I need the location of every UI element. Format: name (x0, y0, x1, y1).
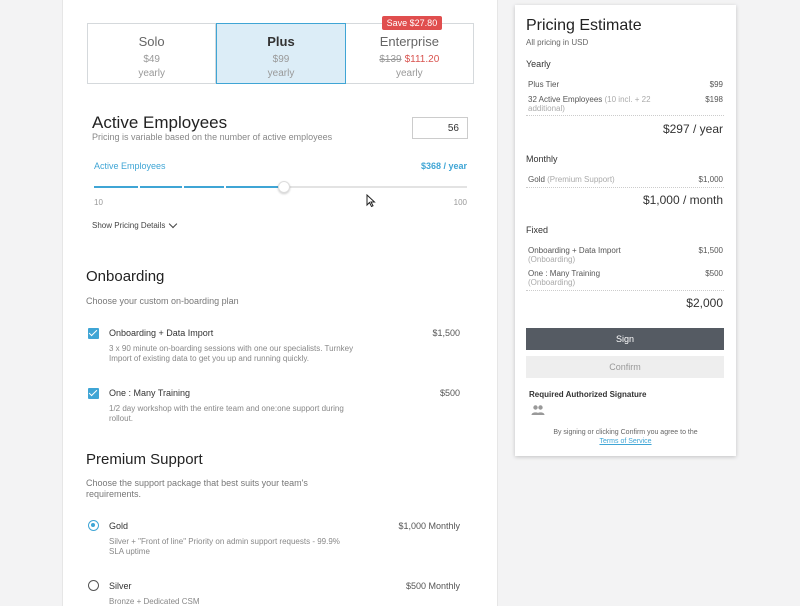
option-price: $1,000 Monthly (398, 521, 460, 531)
monthly-total: $1,000 / month (642, 193, 723, 207)
slider-tick (224, 186, 226, 188)
confirm-button[interactable]: Confirm (526, 356, 724, 378)
row-value: $1,000 (698, 175, 723, 184)
row-label-text: Onboarding + Data Import (528, 246, 621, 255)
option-title: One : Many Training (109, 388, 191, 398)
row-label-text: Gold (528, 175, 545, 184)
configurator-panel: Solo $49 yearly Plus $99 yearly Save $27… (62, 0, 498, 606)
option-price: $500 Monthly (405, 581, 460, 591)
slider-max: 100 (453, 198, 467, 207)
plan-period: yearly (138, 68, 165, 79)
row-value: $1,500 (698, 246, 723, 255)
plan-price-sale: $111.20 (404, 54, 440, 65)
divider (526, 115, 724, 116)
signature-label: Required Authorized Signature (529, 390, 647, 399)
plan-price: $139 $111.20 (346, 54, 473, 65)
pricing-estimate-card: Pricing Estimate All pricing in USD Year… (515, 5, 736, 456)
plan-name: Plus (267, 34, 295, 49)
fixed-heading: Fixed (526, 225, 549, 235)
row-value: $198 (705, 95, 723, 104)
divider (526, 187, 724, 188)
row-note: (Premium Support) (547, 175, 615, 184)
row-label: 32 Active Employees (10 incl. + 22 addit… (528, 95, 663, 113)
training-checkbox[interactable] (88, 388, 99, 399)
chevron-down-icon (169, 219, 178, 229)
option-title: Onboarding + Data Import (109, 328, 214, 338)
show-pricing-details-toggle[interactable]: Show Pricing Details (92, 219, 178, 230)
terms-of-service-link[interactable]: Terms of Service (599, 438, 652, 445)
save-badge: Save $27.80 (381, 16, 443, 30)
slider-fill (94, 186, 284, 188)
row-label: Plus Tier (528, 80, 560, 89)
row-value: $99 (709, 80, 723, 89)
row-label-text: 32 Active Employees (528, 95, 603, 104)
plan-price: $49 (143, 54, 160, 65)
option-description: Silver + "Front of line" Priority on adm… (109, 537, 340, 556)
row-label: One : Many Training (Onboarding) (528, 269, 663, 287)
row-note: (10 incl. + 22 additional) (528, 95, 651, 113)
onboarding-title: Onboarding (86, 268, 165, 285)
employees-title: Active Employees (92, 113, 228, 132)
row-label-text: One : Many Training (528, 269, 601, 278)
fixed-total: $2,000 (686, 296, 723, 310)
plan-solo[interactable]: Solo $49 yearly (88, 24, 217, 83)
onboarding-subtitle: Choose your custom on-boarding plan (86, 296, 239, 306)
signers-icon (531, 405, 545, 415)
yearly-total: $297 / year (662, 122, 723, 136)
plan-selector: Solo $49 yearly Plus $99 yearly Save $27… (87, 16, 474, 84)
employee-count-input[interactable] (412, 117, 468, 139)
option-description: Bronze + Dedicated CSM (109, 597, 200, 606)
yearly-heading: Yearly (526, 59, 551, 69)
support-silver-radio[interactable] (88, 580, 99, 591)
sign-button[interactable]: Sign (526, 328, 724, 350)
row-label: Onboarding + Data Import (Onboarding) (528, 246, 663, 264)
plan-plus[interactable]: Plus $99 yearly (216, 23, 346, 84)
employee-slider[interactable] (94, 181, 467, 193)
option-price: $1,500 (432, 328, 460, 338)
option-title: Gold (109, 521, 129, 531)
employees-subtitle: Pricing is variable based on the number … (92, 132, 333, 142)
row-label: Gold (Premium Support) (528, 175, 663, 184)
show-details-label: Show Pricing Details (92, 221, 166, 230)
premium-support-subtitle: Choose the support package that best sui… (86, 478, 308, 499)
support-gold-radio[interactable] (88, 520, 99, 531)
row-value: $500 (705, 269, 723, 278)
premium-support-title: Premium Support (86, 451, 203, 468)
slider-price: $368 / year (420, 161, 467, 171)
plan-name: Solo (138, 34, 165, 49)
plan-name: Enterprise (379, 34, 439, 49)
estimate-title: Pricing Estimate (526, 17, 642, 34)
plan-enterprise[interactable]: Save $27.80 Enterprise $139 $111.20 yearl… (346, 16, 473, 83)
monthly-heading: Monthly (526, 154, 558, 164)
slider-thumb[interactable] (278, 181, 290, 193)
estimate-subtitle: All pricing in USD (526, 38, 589, 47)
plan-period: yearly (267, 68, 295, 79)
option-price: $500 (439, 388, 460, 398)
divider (526, 290, 724, 291)
slider-label: Active Employees (94, 161, 166, 171)
onboarding-import-checkbox[interactable] (88, 328, 99, 339)
slider-tick (182, 186, 184, 188)
slider-min: 10 (94, 198, 103, 207)
option-title: Silver (109, 581, 132, 591)
plan-price-old: $139 (379, 54, 402, 65)
row-note: (Onboarding) (528, 278, 576, 287)
row-note: (Onboarding) (528, 255, 576, 264)
plan-period: yearly (395, 68, 423, 79)
plan-price: $99 (272, 54, 290, 65)
terms-notice: By signing or clicking Confirm you agree… (515, 428, 736, 446)
option-description: 3 x 90 minute on-boarding sessions with … (109, 344, 354, 363)
slider-tick (138, 186, 140, 188)
terms-text: By signing or clicking Confirm you agree… (553, 429, 698, 436)
option-description: 1/2 day workshop with the entire team an… (109, 404, 344, 423)
mouse-cursor-icon (366, 194, 376, 208)
